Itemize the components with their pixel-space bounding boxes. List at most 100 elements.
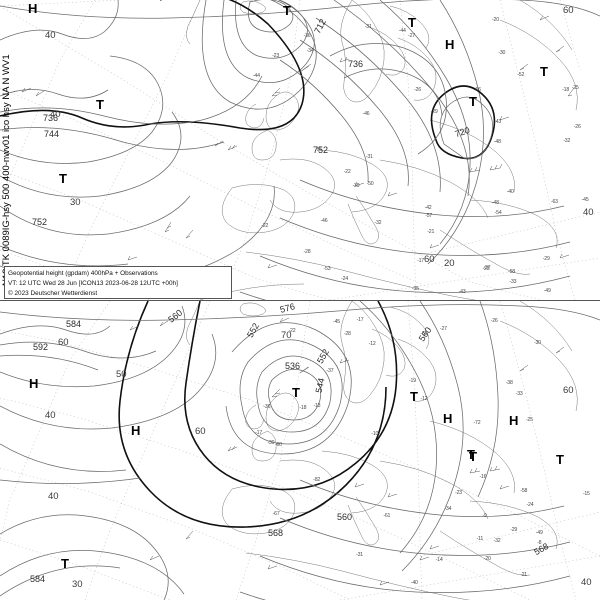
pressure-high-marker: H: [509, 413, 519, 428]
latitude-label: 40: [50, 109, 61, 120]
wind-barbs-bottom: [129, 317, 565, 586]
legend-line-copyright: © 2023 Deutscher Wetterdienst: [8, 289, 98, 297]
station-temp-value: -20: [492, 16, 499, 23]
station-temp-value: -34: [306, 47, 314, 54]
station-temp-value: -53: [323, 266, 331, 273]
station-temp-value: -33: [509, 279, 517, 286]
latitude-label: 60: [563, 5, 574, 16]
contour-label: 736: [348, 59, 364, 69]
latitude-label: 60: [563, 385, 574, 396]
station-temp-value: -8: [537, 539, 542, 546]
station-temp-value: -26: [573, 124, 581, 131]
station-temp-value: -67: [272, 510, 280, 517]
station-temp-value: -24: [341, 276, 349, 283]
pressure-low-marker: T: [467, 447, 475, 462]
pressure-low-marker: T: [96, 97, 104, 112]
station-temp-value: -38: [505, 379, 513, 386]
station-temp-value: -72: [473, 419, 481, 426]
station-temp-value: -36: [303, 32, 311, 39]
contours-bottom: [0, 301, 600, 600]
station-temp-value: -44: [252, 73, 260, 80]
station-temp-value: -32: [563, 137, 571, 144]
station-temp-value: -44: [398, 27, 406, 34]
station-temp-value: -9: [482, 513, 487, 520]
station-temp-value: -22: [261, 223, 269, 230]
pressure-low-marker: T: [469, 449, 477, 464]
pressure-low-marker: T: [469, 94, 477, 109]
station-temp-value: -46: [320, 218, 328, 225]
station-temp-value: -57: [425, 212, 433, 219]
coastline-top: [186, 0, 578, 300]
latitude-label: 20: [444, 258, 455, 269]
station-temp-value: -17: [417, 258, 424, 265]
pressure-low-marker: T: [410, 389, 418, 404]
contour-label: 568: [268, 528, 284, 538]
station-temp-value: -32: [374, 220, 382, 227]
station-temp-value: -23: [482, 265, 490, 272]
station-temp-value: -45: [581, 196, 589, 203]
station-temp-value: -17: [356, 317, 364, 324]
station-temp-value: -39: [352, 183, 360, 190]
station-temp-value: -49: [543, 287, 551, 294]
station-temp-value: -14: [435, 556, 443, 563]
station-temp-value: -39: [267, 440, 275, 447]
contour-label: 536: [285, 361, 301, 371]
latitude-label: 70: [281, 330, 292, 341]
station-temp-value: -24: [526, 502, 534, 509]
pressure-high-marker: H: [131, 423, 141, 438]
station-temp-value: -46: [362, 111, 370, 118]
station-temp-value: -21: [520, 572, 527, 579]
coastline-bottom: [186, 301, 578, 600]
station-temp-value: -43: [458, 288, 466, 295]
station-temp-value: -13: [313, 402, 321, 409]
legend-box: Geopotential height (gpdam) 400hPa + Obs…: [4, 266, 232, 299]
station-temp-value: -33: [515, 390, 523, 397]
station-temp-value: -27: [408, 32, 415, 39]
station-temp-value: -29: [430, 108, 438, 115]
contour-label: 744: [44, 129, 60, 139]
station-temp-value: -82: [313, 476, 321, 483]
pressure-low-marker: T: [540, 64, 548, 79]
station-temp-value: -10: [371, 430, 379, 437]
station-temp-value: -37: [326, 368, 334, 375]
station-temp-value: -49: [535, 529, 543, 536]
latitude-label: 60: [58, 337, 69, 348]
station-temp-value: -32: [493, 538, 501, 545]
station-temp-value: -28: [343, 330, 351, 337]
station-temp-value: -26: [413, 87, 421, 94]
latitude-label: 40: [45, 410, 56, 421]
side-title: N12 TK 0089IG-hsy 500 400-nwv01 ico hsy …: [0, 0, 15, 300]
contour-label: 736: [43, 113, 59, 123]
station-temp-value: -18: [562, 87, 570, 94]
station-temp-value: -17: [255, 430, 263, 437]
station-temp-value: -29: [510, 526, 518, 533]
station-temp-value: -22: [288, 328, 296, 335]
station-temp-value: -42: [424, 205, 432, 212]
contour-label: 752: [313, 145, 329, 155]
station-temp-value: -28: [303, 249, 311, 256]
station-temp-value: -43: [494, 119, 502, 126]
contour-label: 560: [337, 512, 353, 522]
pressure-high-marker: H: [29, 376, 39, 391]
latitude-label: 40: [583, 207, 594, 218]
latitude-label: 60: [195, 426, 206, 437]
pressure-low-marker: T: [61, 556, 69, 571]
station-temp-value: -60: [274, 442, 282, 449]
station-temp-value: -16: [473, 86, 481, 93]
latitude-label: 30: [70, 197, 81, 208]
station-temp-value: -23: [272, 53, 280, 60]
station-temp-value: -18: [299, 405, 307, 412]
latitude-label: 30: [72, 579, 83, 590]
station-temp-value: -30: [533, 339, 541, 346]
station-temp-value: -50: [366, 180, 374, 187]
pressure-low-marker: T: [292, 385, 300, 400]
legend-line-validtime: VT: 12 UTC Wed 28 Jun [ICON13 2023-06-28…: [8, 279, 178, 287]
station-temp-value: -45: [333, 318, 340, 325]
station-temp-value: -34: [444, 505, 452, 512]
legend-line-title: Geopotential height (gpdam) 400hPa + Obs…: [8, 270, 158, 277]
latitude-label: 40: [45, 30, 56, 41]
station-temp-value: -36: [263, 403, 271, 410]
pressure-high-marker: H: [28, 1, 38, 16]
